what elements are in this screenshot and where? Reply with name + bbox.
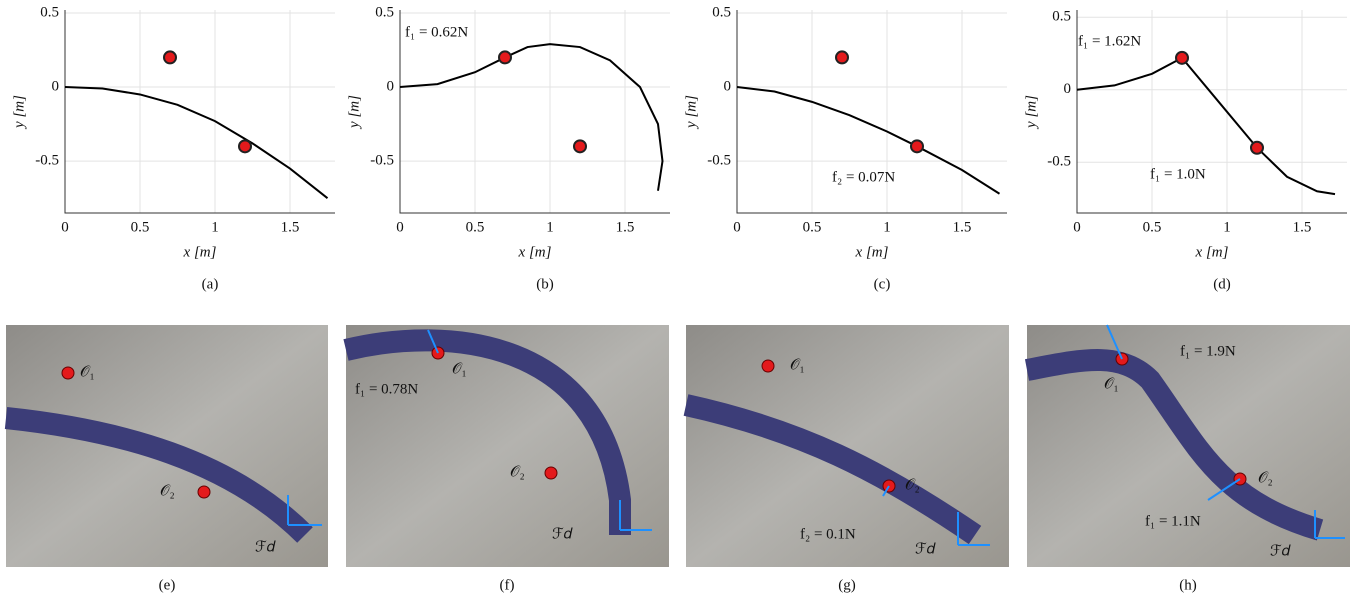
curve xyxy=(1076,56,1336,196)
frame xyxy=(619,500,652,531)
photo-label: f₁ = 1.1N xyxy=(1145,513,1201,529)
y-tick-label: 0.5 xyxy=(712,4,731,20)
x-tick-label: 1 xyxy=(883,219,891,235)
photo-label: 𝒪₂ xyxy=(510,464,525,480)
photo-label: ℱ𝑑 xyxy=(255,539,276,555)
x-axis-label: x [m] xyxy=(183,244,217,260)
y-tick-label: -0.5 xyxy=(370,153,394,169)
frame xyxy=(287,495,322,526)
caption: (h) xyxy=(1179,577,1197,593)
y-tick-label: 0.5 xyxy=(375,4,394,20)
frames xyxy=(287,324,1345,546)
y-axis-label: y [m] xyxy=(1023,95,1039,130)
y-tick-label: 0 xyxy=(724,78,732,94)
x-tick-label: 0.5 xyxy=(466,219,485,235)
x-tick-label: 1.5 xyxy=(281,219,300,235)
annotation: f₁ = 1.0N xyxy=(1150,166,1206,182)
tube xyxy=(683,394,982,545)
photo-label: 𝒪₂ xyxy=(1258,470,1273,486)
photo-label: ℱ𝑑 xyxy=(915,541,936,557)
axes xyxy=(399,10,670,214)
photo-label: 𝒪₁ xyxy=(452,361,467,377)
photo-label: 𝒪₂ xyxy=(905,477,920,493)
x-axis-label: x [m] xyxy=(855,244,889,260)
obstacle xyxy=(835,50,849,65)
curve xyxy=(64,86,329,199)
obstacle xyxy=(573,139,587,154)
caption: (b) xyxy=(536,276,554,292)
axes xyxy=(1076,10,1347,214)
photo-label: 𝒪₁ xyxy=(790,357,805,373)
x-tick-label: 0 xyxy=(61,219,69,235)
x-tick-label: 1.5 xyxy=(953,219,972,235)
x-tick-label: 0.5 xyxy=(1143,219,1162,235)
caption: (g) xyxy=(838,577,856,593)
obstacle xyxy=(1250,140,1264,155)
x-tick-label: 0 xyxy=(1073,219,1081,235)
tube xyxy=(343,329,631,535)
y-tick-label: 0 xyxy=(387,78,395,94)
y-axis-label: y [m] xyxy=(11,95,27,130)
obstacle xyxy=(761,359,775,373)
photo-label: 𝒪₁ xyxy=(1104,376,1119,392)
obstacle xyxy=(544,466,558,480)
obstacle xyxy=(238,139,252,154)
obstacle xyxy=(498,50,512,65)
caption: (f) xyxy=(500,577,515,593)
y-tick-label: 0 xyxy=(52,78,60,94)
obstacle xyxy=(163,50,177,65)
y-tick-label: 0.5 xyxy=(1052,9,1071,25)
photo-label: 𝒪₂ xyxy=(160,483,175,499)
obstacle xyxy=(61,366,75,380)
x-tick-label: 0.5 xyxy=(803,219,822,235)
photos xyxy=(4,324,1350,567)
tube xyxy=(4,407,313,543)
photo-label: 𝒪₁ xyxy=(80,364,95,380)
annotation: f₁ = 0.62N xyxy=(405,24,468,40)
x-tick-label: 1 xyxy=(546,219,554,235)
axes xyxy=(736,10,1007,214)
photo-label: f₁ = 0.78N xyxy=(355,381,418,397)
y-tick-label: 0 xyxy=(1064,81,1072,97)
curve xyxy=(736,86,1001,195)
photo-label: f₁ = 1.9N xyxy=(1180,343,1236,359)
annotation: f₁ = 1.62N xyxy=(1078,33,1141,49)
photo-label: ℱ𝑑 xyxy=(552,526,573,542)
curve xyxy=(399,43,664,191)
y-tick-label: -0.5 xyxy=(707,153,731,169)
x-tick-label: 1.5 xyxy=(616,219,635,235)
photo-label: ℱ𝑑 xyxy=(1270,543,1291,559)
tube xyxy=(1024,349,1324,541)
obstacle xyxy=(1175,50,1189,65)
x-axis-label: x [m] xyxy=(518,244,552,260)
x-axis-label: x [m] xyxy=(1195,244,1229,260)
obstacle-dots xyxy=(61,346,1247,499)
y-axis-label: y [m] xyxy=(683,95,699,130)
frame xyxy=(957,512,990,546)
annotation: f₂ = 0.07N xyxy=(832,169,895,185)
axes xyxy=(64,10,335,214)
caption: (c) xyxy=(874,276,891,292)
obstacle xyxy=(910,139,924,154)
x-tick-label: 0 xyxy=(733,219,741,235)
x-tick-label: 1 xyxy=(1223,219,1231,235)
caption: (d) xyxy=(1213,276,1231,292)
y-axis-label: y [m] xyxy=(346,95,362,130)
photo-label: f₂ = 0.1N xyxy=(800,526,856,542)
obstacle xyxy=(197,485,211,499)
y-tick-label: -0.5 xyxy=(1047,154,1071,170)
frame xyxy=(1314,510,1345,539)
x-tick-label: 0 xyxy=(396,219,404,235)
caption: (a) xyxy=(202,276,219,292)
caption: (e) xyxy=(159,577,176,593)
force-lines xyxy=(427,324,1241,501)
x-tick-label: 0.5 xyxy=(131,219,150,235)
y-tick-label: 0.5 xyxy=(40,4,59,20)
y-tick-label: -0.5 xyxy=(35,153,59,169)
x-tick-label: 1 xyxy=(211,219,219,235)
x-tick-label: 1.5 xyxy=(1293,219,1312,235)
